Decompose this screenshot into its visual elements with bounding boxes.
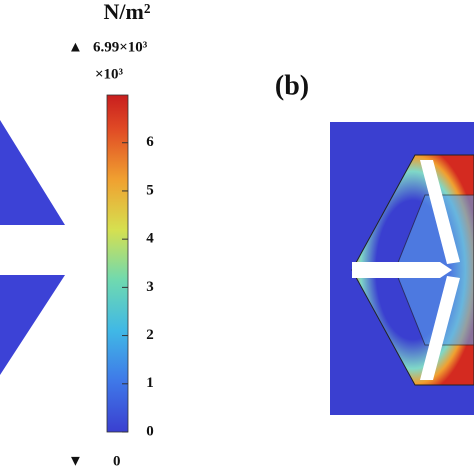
max-label: 6.99×10³ [93,39,148,55]
max-marker: ▲ [68,39,83,55]
unit-label: N/m² [104,0,151,24]
panel-label: (b) [275,70,309,101]
tick-label: 5 [146,182,154,198]
scale-label: ×10³ [95,66,124,82]
tick-label: 2 [146,327,154,343]
tick-label: 4 [146,231,154,247]
colorbar [106,94,129,433]
rib [352,262,452,278]
tick-label: 3 [146,279,154,295]
tick-label: 0 [146,423,154,439]
left-shape [0,120,65,225]
tick-label: 6 [146,134,154,150]
tick-label: 1 [146,375,154,391]
min-marker: ▼ [68,453,83,469]
left-shape [0,275,65,375]
min-label: 0 [113,453,121,469]
rib [420,276,460,380]
rib [420,160,460,264]
